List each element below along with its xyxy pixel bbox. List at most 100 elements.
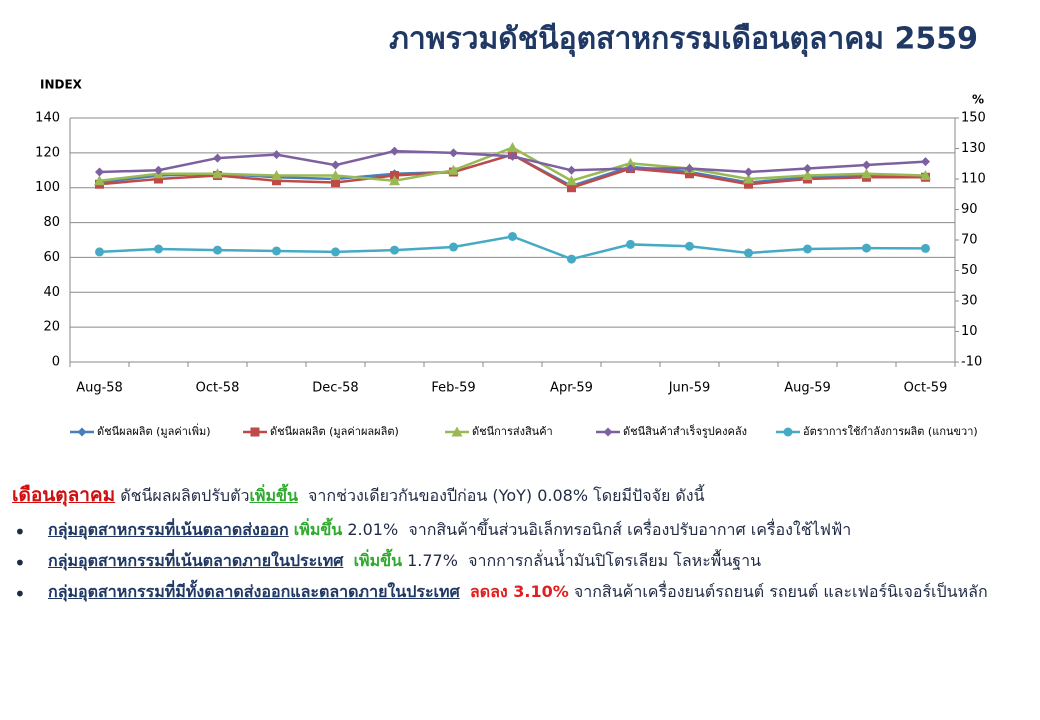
pct: 1.77% (407, 550, 458, 570)
data-point (390, 245, 399, 255)
x-tick-label: Oct-58 (196, 381, 240, 396)
data-point (271, 170, 282, 181)
x-tick-label: Apr-59 (550, 381, 593, 396)
month: เดือนตุลาคม (12, 484, 116, 506)
data-point (921, 243, 930, 253)
text: จากช่วงเดียวกันของปีก่อน (YoY) 0.08% โดย… (308, 486, 705, 505)
legend-label: อัตราการใช้กำลังการผลิต (แกนขวา) (803, 425, 978, 438)
data-point (685, 169, 694, 179)
y2-tick-label: 90 (961, 202, 978, 217)
change: เพิ่มขึ้น (293, 519, 343, 539)
data-point (95, 167, 104, 177)
lead: เดือนตุลาคม ดัชนีผลผลิตปรับตัวเพิ่มขึ้น … (12, 482, 1037, 510)
reason: จากสินค้าขึ้นส่วนอิเล็กทรอนิกส์ เครื่องป… (408, 519, 852, 539)
data-point (448, 164, 459, 175)
group: กลุ่มอุตสาหกรรมที่เน้นตลาดภายในประเทศ (48, 550, 344, 570)
y-tick-label: 20 (43, 320, 60, 335)
x-tick-label: Aug-58 (76, 381, 123, 396)
data-point (567, 183, 576, 193)
data-point (390, 146, 399, 156)
y-tick-label: 40 (43, 285, 60, 300)
data-point (507, 142, 518, 153)
y2-tick-label: 110 (961, 172, 986, 187)
y2-tick-label: 70 (961, 233, 978, 248)
group: กลุ่มอุตสาหกรรมที่มีทั้งตลาดส่งออกและตลา… (48, 581, 460, 601)
y2-tick-label: -10 (961, 355, 982, 370)
y-tick-label: 100 (35, 180, 60, 195)
data-point (154, 165, 163, 175)
legend-label: ดัชนีผลผลิต (มูลค่าผลผลิต) (270, 425, 399, 438)
notes: เดือนตุลาคม ดัชนีผลผลิตปรับตัวเพิ่มขึ้น … (12, 482, 1037, 611)
chart: ภาพรวมดัชนีอุตสาหกรรมเดือนตุลาคม 2559 IN… (35, 22, 986, 439)
change: ลดลง 3.10% (469, 581, 569, 601)
data-point (567, 165, 576, 175)
data-point (213, 153, 222, 163)
data-point (861, 168, 872, 179)
data-point (625, 157, 636, 168)
x-tick-label: Feb-59 (431, 381, 475, 396)
data-point (744, 167, 753, 177)
y2-tick-label: 130 (961, 141, 986, 156)
legend-marker (783, 427, 793, 437)
y-tick-label: 0 (52, 355, 60, 370)
x-tick-label: Aug-59 (784, 381, 831, 396)
group: กลุ่มอุตสาหกรรมที่เน้นตลาดส่งออก (48, 519, 289, 539)
data-point (272, 246, 281, 256)
legend-label: ดัชนีการส่งสินค้า (472, 425, 553, 438)
data-point (802, 170, 813, 181)
text: ดัชนีผลผลิตปรับตัว (120, 486, 250, 505)
data-point (744, 248, 753, 258)
data-point (626, 239, 635, 249)
data-point (154, 244, 163, 254)
chart-title: ภาพรวมดัชนีอุตสาหกรรมเดือนตุลาคม 2559 (389, 22, 978, 58)
data-point (331, 160, 340, 170)
x-tick-label: Jun-59 (668, 381, 711, 396)
data-point (154, 174, 163, 184)
data-point (272, 150, 281, 160)
legend-marker (603, 427, 613, 437)
change: เพิ่มขึ้น (353, 550, 402, 570)
y-tick-label: 80 (43, 215, 60, 230)
bullet: กลุ่มอุตสาหกรรมที่เน้นตลาดภายในประเทศ เพ… (12, 549, 1037, 578)
data-point (744, 179, 753, 189)
data-point (920, 170, 931, 181)
data-point (272, 176, 281, 186)
y2-tick-label: 10 (961, 324, 978, 339)
y2-tick-label: 30 (961, 294, 978, 309)
data-point (330, 170, 341, 181)
data-point (449, 242, 458, 252)
data-point (331, 177, 340, 187)
legend-marker (451, 426, 463, 437)
data-point (685, 164, 694, 174)
y2-tick-label: 150 (961, 111, 986, 126)
y2-tick-label: 50 (961, 263, 978, 278)
reason: จากการกลั่นน้ำมันปิโตรเลียม โลหะพื้นฐาน (468, 550, 762, 570)
reason: จากสินค้าเครื่องยนต์รถยนต์ รถยนต์ และเฟอ… (573, 581, 988, 601)
bullet: กลุ่มอุตสาหกรรมที่เน้นตลาดส่งออก เพิ่มขึ… (12, 518, 1037, 547)
data-point (213, 245, 222, 255)
y2-axis-label: % (972, 93, 984, 107)
data-point (331, 247, 340, 257)
x-tick-label: Dec-58 (312, 381, 358, 396)
data-point (862, 160, 871, 170)
pct: 2.01% (347, 519, 399, 539)
up: เพิ่มขึ้น (249, 486, 298, 505)
y-tick-label: 140 (35, 111, 60, 126)
data-point (94, 175, 105, 186)
data-point (685, 241, 694, 251)
data-point (803, 164, 812, 174)
data-point (566, 175, 577, 186)
data-point (626, 164, 635, 174)
bullet: กลุ่มอุตสาหกรรมที่มีทั้งตลาดส่งออกและตลา… (12, 580, 1037, 609)
data-point (212, 168, 223, 179)
data-point (508, 151, 517, 161)
y-tick-label: 60 (43, 250, 60, 265)
legend-label: ดัชนีผลผลิต (มูลค่าเพิ่ม) (97, 423, 211, 438)
data-point (921, 157, 930, 167)
legend-label: ดัชนีสินค้าสำเร็จรูปคงคลัง (623, 424, 747, 438)
data-point (743, 173, 754, 184)
data-point (862, 243, 871, 253)
data-point (389, 175, 400, 186)
y-tick-label: 120 (35, 145, 60, 160)
